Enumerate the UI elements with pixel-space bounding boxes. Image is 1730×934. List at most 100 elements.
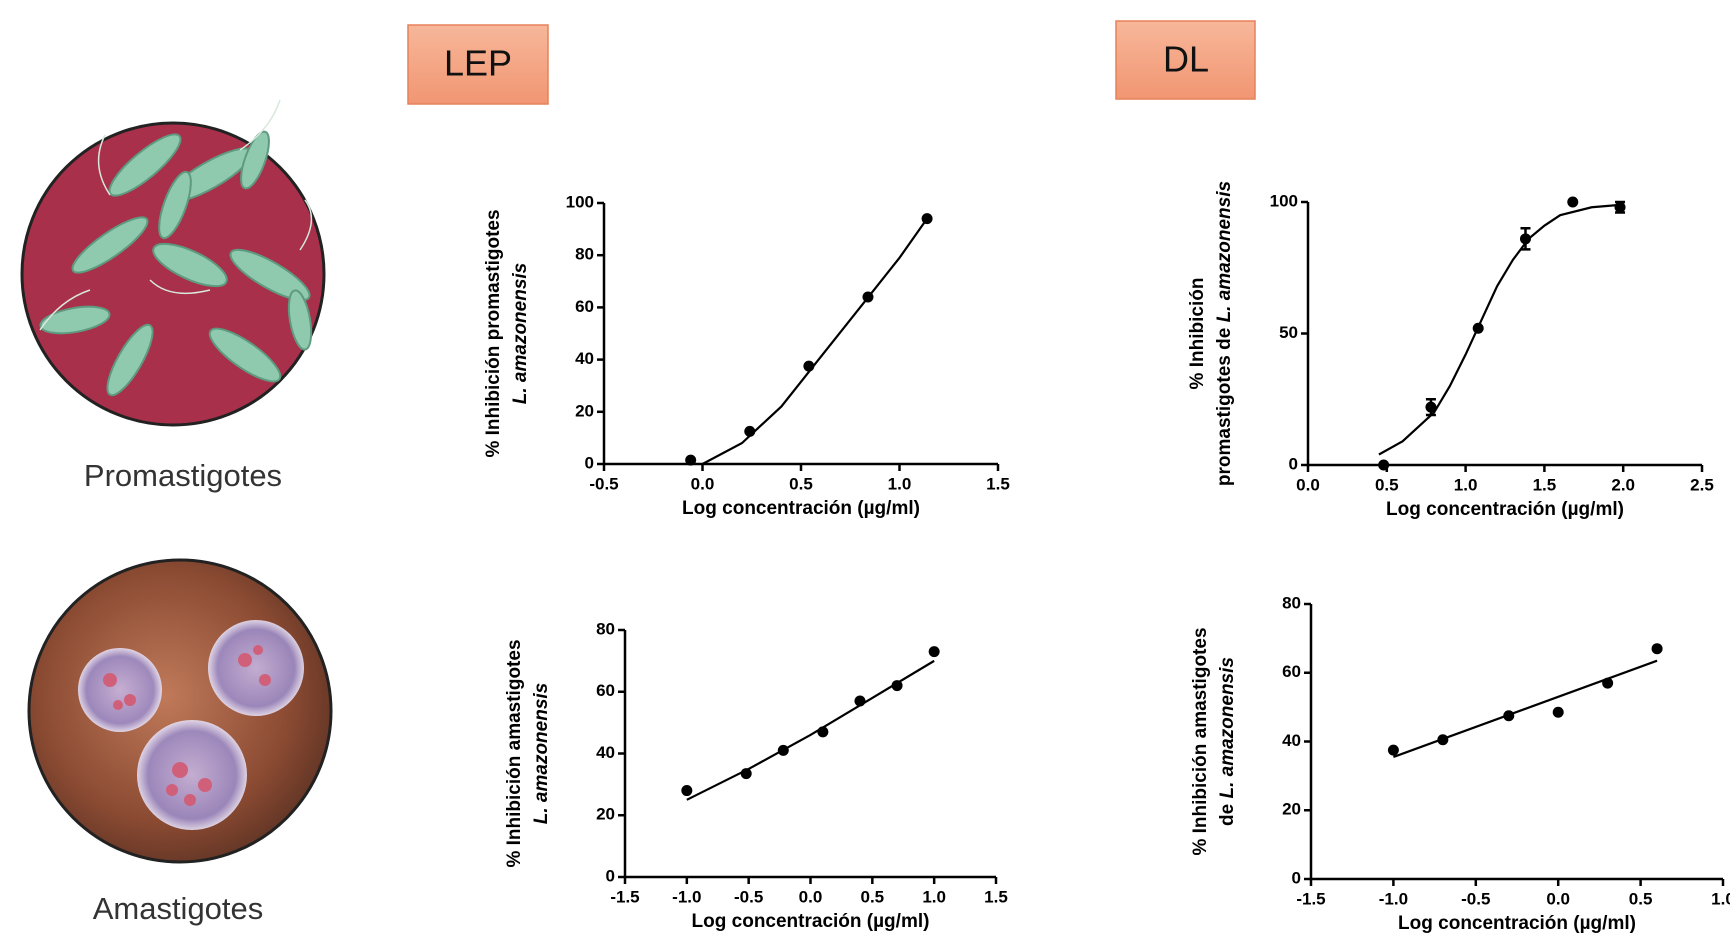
data-point bbox=[744, 425, 756, 437]
y-tick-label: 80 bbox=[596, 619, 615, 638]
data-point bbox=[1651, 643, 1663, 655]
y-axis-label-part: % Inhibición amastigotes bbox=[1190, 627, 1211, 855]
y-tick-label: 80 bbox=[1282, 593, 1301, 612]
data-point bbox=[1472, 322, 1484, 334]
data-point bbox=[817, 726, 829, 738]
x-tick-label: 1.5 bbox=[986, 474, 1010, 493]
data-point bbox=[1503, 710, 1515, 722]
y-tick-label: 40 bbox=[1282, 731, 1301, 750]
promastigote-illustration bbox=[20, 99, 326, 427]
x-axis-label: Log concentración (µg/ml) bbox=[692, 911, 930, 932]
y-axis-label: de L. amazonensis bbox=[1217, 657, 1238, 826]
fit-curve bbox=[701, 218, 928, 465]
x-tick-label: -0.5 bbox=[1461, 889, 1490, 908]
data-point bbox=[803, 360, 815, 372]
data-point bbox=[740, 768, 752, 780]
data-point bbox=[928, 646, 940, 658]
y-tick-label: 100 bbox=[1270, 191, 1298, 210]
y-axis-label: % Inhibición amastigotes bbox=[504, 639, 525, 867]
x-tick-label: 0.0 bbox=[1296, 475, 1320, 494]
y-tick-label: 80 bbox=[575, 245, 594, 264]
data-point bbox=[1602, 677, 1614, 689]
x-tick-label: 2.0 bbox=[1611, 475, 1635, 494]
y-tick-label: 60 bbox=[596, 681, 615, 700]
x-tick-label: 0.0 bbox=[1546, 889, 1570, 908]
x-tick-label: 0.5 bbox=[861, 887, 885, 906]
x-tick-label: 0.5 bbox=[1375, 475, 1399, 494]
x-tick-label: -1.5 bbox=[610, 887, 639, 906]
x-axis-label: Log concentración (µg/ml) bbox=[1398, 913, 1636, 934]
lep-box bbox=[407, 24, 549, 105]
x-tick-label: 0.5 bbox=[1629, 889, 1653, 908]
data-point bbox=[921, 213, 933, 225]
y-axis-label-part: promastigotes de bbox=[1214, 322, 1235, 486]
lep-label: LEP bbox=[444, 43, 512, 84]
x-tick-label: -1.0 bbox=[672, 887, 701, 906]
x-tick-label: 1.0 bbox=[922, 887, 946, 906]
data-point bbox=[1378, 459, 1390, 471]
y-tick-label: 20 bbox=[596, 805, 615, 824]
plot: 0 20 40 60 80 -1.5 -1.0 -0.5 0.0 0.5 1.0 1.5 Log con… bbox=[504, 619, 1008, 932]
y-axis-label-part: de bbox=[1217, 799, 1238, 826]
y-tick-label: 0 bbox=[1289, 454, 1298, 473]
y-axis-label: L. amazonensis bbox=[510, 263, 531, 405]
y-axis-label: promastigotes de L. amazonensis bbox=[1214, 181, 1235, 486]
y-tick-label: 0 bbox=[585, 453, 594, 472]
promastigotes-caption: Promastigotes bbox=[84, 458, 282, 493]
y-axis-label-part: % Inhibición bbox=[1187, 278, 1208, 390]
y-tick-label: 50 bbox=[1279, 323, 1298, 342]
x-tick-label: -0.5 bbox=[589, 474, 618, 493]
x-tick-label: 0.5 bbox=[789, 474, 813, 493]
x-tick-label: 0.0 bbox=[799, 887, 823, 906]
y-axis-label-part: L. amazonensis bbox=[510, 263, 531, 405]
y-tick-label: 0 bbox=[1292, 868, 1301, 887]
x-tick-label: 1.5 bbox=[984, 887, 1008, 906]
y-axis-label: L. amazonensis bbox=[531, 683, 552, 825]
fit-curve bbox=[1378, 203, 1624, 456]
plot: 0 50 100 0.0 0.5 1.0 1.5 2.0 2.5 Log concentració… bbox=[1187, 181, 1714, 520]
data-point bbox=[685, 454, 697, 466]
x-tick-label: 1.5 bbox=[1533, 475, 1557, 494]
fit-curve bbox=[1393, 659, 1658, 759]
y-axis-label-part: % Inhibición promastigotes bbox=[483, 209, 504, 457]
dl-box bbox=[1115, 20, 1256, 100]
data-point bbox=[862, 291, 874, 303]
x-tick-label: 1.0 bbox=[1454, 475, 1478, 494]
y-axis-label: % Inhibición promastigotes bbox=[483, 209, 504, 457]
y-axis-label: % Inhibición bbox=[1187, 278, 1208, 390]
x-tick-label: -1.0 bbox=[1379, 889, 1408, 908]
y-tick-label: 40 bbox=[575, 349, 594, 368]
data-point bbox=[1519, 233, 1531, 245]
dl-label: DL bbox=[1163, 39, 1209, 80]
x-tick-label: 2.5 bbox=[1690, 475, 1714, 494]
y-tick-label: 0 bbox=[606, 866, 615, 885]
y-axis-label-part: L. amazonensis bbox=[531, 683, 552, 825]
y-axis-label-part: L. amazonensis bbox=[1214, 181, 1235, 323]
y-axis-label: % Inhibición amastigotes bbox=[1190, 627, 1211, 855]
data-point bbox=[1387, 744, 1399, 756]
y-tick-label: 20 bbox=[575, 401, 594, 420]
data-point bbox=[1425, 401, 1437, 413]
x-axis-label: Log concentración (µg/ml) bbox=[682, 498, 920, 519]
data-point bbox=[681, 785, 693, 797]
y-tick-label: 40 bbox=[596, 743, 615, 762]
x-tick-label: -0.5 bbox=[734, 887, 763, 906]
data-point bbox=[891, 680, 903, 692]
y-tick-label: 60 bbox=[1282, 662, 1301, 681]
y-tick-label: 100 bbox=[566, 192, 594, 211]
x-axis-label: Log concentración (µg/ml) bbox=[1386, 499, 1624, 520]
y-axis-label-part: L. amazonensis bbox=[1217, 657, 1238, 799]
data-point bbox=[1614, 201, 1626, 213]
y-tick-label: 20 bbox=[1282, 800, 1301, 819]
y-axis-label-part: % Inhibición amastigotes bbox=[504, 639, 525, 867]
x-tick-label: 1.0 bbox=[888, 474, 912, 493]
data-point bbox=[854, 695, 866, 707]
x-tick-label: 1.0 bbox=[1711, 889, 1730, 908]
x-tick-label: -1.5 bbox=[1296, 889, 1325, 908]
plot: 0 20 40 60 80 -1.5 -1.0 -0.5 0.0 0.5 1.0 Log concen… bbox=[1190, 593, 1730, 934]
data-point bbox=[1437, 734, 1449, 746]
y-tick-label: 60 bbox=[575, 297, 594, 316]
data-point bbox=[777, 744, 789, 756]
